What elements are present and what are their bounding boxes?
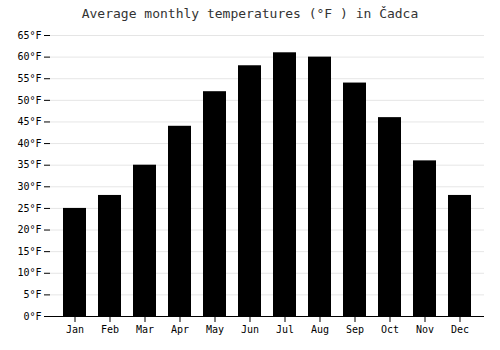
- svg-text:Sep: Sep: [346, 324, 364, 335]
- svg-text:50°F: 50°F: [17, 95, 41, 106]
- svg-text:15°F: 15°F: [17, 246, 41, 257]
- svg-text:Jan: Jan: [66, 324, 84, 335]
- svg-text:Jul: Jul: [276, 324, 294, 335]
- svg-text:Feb: Feb: [101, 324, 119, 335]
- svg-text:Mar: Mar: [136, 324, 154, 335]
- svg-text:40°F: 40°F: [17, 138, 41, 149]
- svg-text:Aug: Aug: [311, 324, 329, 335]
- svg-text:35°F: 35°F: [17, 159, 41, 170]
- svg-text:Jun: Jun: [241, 324, 259, 335]
- svg-text:10°F: 10°F: [17, 267, 41, 278]
- svg-text:65°F: 65°F: [17, 30, 41, 41]
- svg-text:Apr: Apr: [171, 324, 189, 335]
- html-text:Average monthly temperatures (: Average monthly temperatures (°F ) in Ča…: [81, 6, 419, 21]
- svg-text:25°F: 25°F: [17, 203, 41, 214]
- svg-text:20°F: 20°F: [17, 224, 41, 235]
- svg-text:Nov: Nov: [416, 324, 434, 335]
- svg-text:30°F: 30°F: [17, 181, 41, 192]
- svg-text:May: May: [206, 324, 224, 335]
- svg-text:5°F: 5°F: [23, 289, 41, 300]
- svg-text:0°F: 0°F: [23, 311, 41, 322]
- svg-text:45°F: 45°F: [17, 116, 41, 127]
- svg-text:60°F: 60°F: [17, 51, 41, 62]
- svg-text:Dec: Dec: [451, 324, 469, 335]
- svg-text:55°F: 55°F: [17, 73, 41, 84]
- svg-text:Oct: Oct: [381, 324, 399, 335]
